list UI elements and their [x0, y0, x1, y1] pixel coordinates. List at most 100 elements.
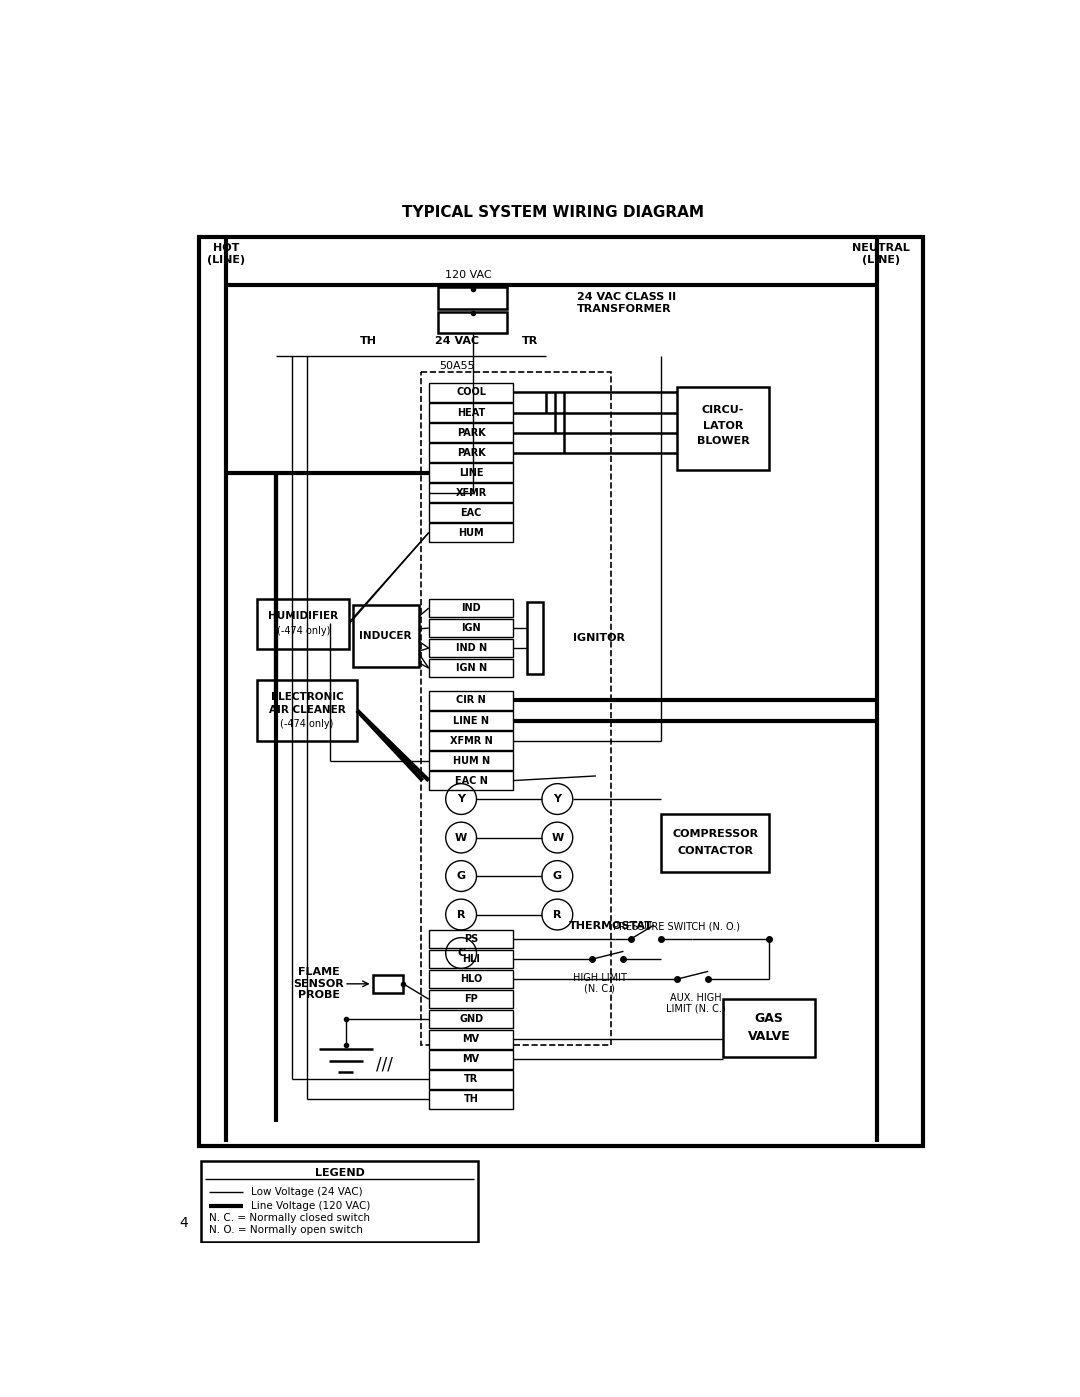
- Text: GND: GND: [459, 1014, 483, 1024]
- Bar: [257, 680, 357, 742]
- Bar: [429, 1070, 513, 1088]
- Bar: [429, 692, 513, 710]
- Bar: [429, 990, 513, 1009]
- Text: N. O. = Normally open switch: N. O. = Normally open switch: [208, 1225, 363, 1235]
- Bar: [429, 638, 513, 658]
- Bar: [257, 599, 350, 648]
- Text: (-474 only): (-474 only): [276, 626, 329, 636]
- Text: SENSOR: SENSOR: [294, 979, 345, 989]
- Bar: [429, 930, 513, 949]
- Text: INDUCER: INDUCER: [360, 631, 411, 641]
- Text: PARK: PARK: [457, 427, 486, 437]
- Text: IND N: IND N: [456, 643, 487, 654]
- Text: TH: TH: [463, 1094, 478, 1105]
- Text: N. C. = Normally closed switch: N. C. = Normally closed switch: [208, 1213, 369, 1222]
- Text: CIRCU-: CIRCU-: [702, 405, 744, 415]
- Text: NEUTRAL: NEUTRAL: [852, 243, 909, 253]
- Text: CIR N: CIR N: [456, 696, 486, 705]
- Text: IGNITOR: IGNITOR: [572, 633, 624, 643]
- Bar: [201, 1161, 478, 1242]
- Text: XFMR N: XFMR N: [449, 735, 492, 746]
- Text: (-474 only): (-474 only): [281, 719, 334, 729]
- Bar: [429, 443, 513, 462]
- Bar: [661, 814, 769, 872]
- Text: PARK: PARK: [457, 447, 486, 458]
- Text: PROBE: PROBE: [298, 990, 339, 1000]
- Bar: [527, 602, 543, 675]
- Text: Y: Y: [457, 793, 465, 805]
- Bar: [429, 383, 513, 402]
- Text: CONTACTOR: CONTACTOR: [677, 847, 753, 856]
- Text: W: W: [455, 833, 468, 842]
- Bar: [429, 423, 513, 441]
- Text: TR: TR: [464, 1074, 478, 1084]
- Text: VALVE: VALVE: [747, 1030, 791, 1042]
- Text: (LINE): (LINE): [207, 256, 245, 265]
- Text: 120 VAC: 120 VAC: [445, 271, 492, 281]
- Bar: [429, 503, 513, 522]
- Text: TRANSFORMER: TRANSFORMER: [577, 303, 672, 313]
- Text: Y: Y: [553, 793, 562, 805]
- Bar: [438, 286, 508, 309]
- Text: AIR CLEANER: AIR CLEANER: [269, 705, 346, 715]
- Bar: [429, 483, 513, 502]
- Bar: [429, 1090, 513, 1109]
- Text: ///: ///: [376, 1056, 392, 1074]
- Bar: [421, 372, 611, 1045]
- Bar: [353, 605, 419, 666]
- Text: IGN N: IGN N: [456, 664, 487, 673]
- Bar: [429, 950, 513, 968]
- Bar: [429, 1051, 513, 1069]
- Text: COMPRESSOR: COMPRESSOR: [672, 828, 758, 838]
- Text: LEGEND: LEGEND: [314, 1168, 364, 1178]
- Text: LINE N: LINE N: [454, 715, 489, 725]
- Text: HIGH LIMIT: HIGH LIMIT: [572, 974, 626, 983]
- Text: THERMOSTAT: THERMOSTAT: [569, 921, 652, 930]
- Text: FLAME: FLAME: [298, 967, 339, 978]
- Text: MV: MV: [462, 1034, 480, 1045]
- Text: TR: TR: [523, 335, 539, 346]
- Text: (LINE): (LINE): [862, 256, 900, 265]
- Bar: [429, 731, 513, 750]
- Bar: [429, 464, 513, 482]
- Bar: [429, 1030, 513, 1049]
- Bar: [429, 752, 513, 770]
- Text: FP: FP: [464, 995, 478, 1004]
- Text: 50A55: 50A55: [440, 362, 475, 372]
- Text: LATOR: LATOR: [703, 420, 743, 430]
- Text: EAC: EAC: [460, 507, 482, 518]
- Text: HLO: HLO: [460, 974, 483, 985]
- Text: (N. C.): (N. C.): [584, 983, 616, 993]
- Bar: [373, 975, 403, 993]
- Text: G: G: [553, 872, 562, 882]
- Bar: [200, 237, 923, 1146]
- Text: AUX. HIGH: AUX. HIGH: [670, 993, 721, 1003]
- Text: IND: IND: [461, 604, 481, 613]
- Bar: [429, 599, 513, 617]
- Text: GAS: GAS: [755, 1011, 783, 1025]
- Text: PRESSURE SWITCH (N. O.): PRESSURE SWITCH (N. O.): [613, 921, 740, 930]
- Text: HEAT: HEAT: [457, 408, 485, 418]
- Text: R: R: [553, 909, 562, 919]
- Bar: [429, 659, 513, 678]
- Text: HUMIDIFIER: HUMIDIFIER: [268, 610, 338, 620]
- Text: COOL: COOL: [456, 387, 486, 398]
- Text: LIMIT (N. C.): LIMIT (N. C.): [666, 1003, 726, 1013]
- Bar: [723, 999, 815, 1058]
- Text: 4: 4: [179, 1215, 188, 1229]
- Text: TYPICAL SYSTEM WIRING DIAGRAM: TYPICAL SYSTEM WIRING DIAGRAM: [403, 205, 704, 219]
- Text: 24 VAC: 24 VAC: [435, 335, 480, 346]
- Text: EAC N: EAC N: [455, 775, 487, 785]
- Text: HUM N: HUM N: [453, 756, 489, 766]
- Text: W: W: [551, 833, 564, 842]
- Text: Low Voltage (24 VAC): Low Voltage (24 VAC): [251, 1186, 363, 1197]
- Text: MV: MV: [462, 1055, 480, 1065]
- Bar: [429, 404, 513, 422]
- Text: 24 VAC CLASS II: 24 VAC CLASS II: [577, 292, 676, 302]
- Text: HOT: HOT: [213, 243, 240, 253]
- Bar: [429, 524, 513, 542]
- Text: ELECTRONIC: ELECTRONIC: [271, 692, 343, 701]
- Bar: [429, 619, 513, 637]
- Bar: [429, 970, 513, 989]
- Bar: [438, 312, 508, 334]
